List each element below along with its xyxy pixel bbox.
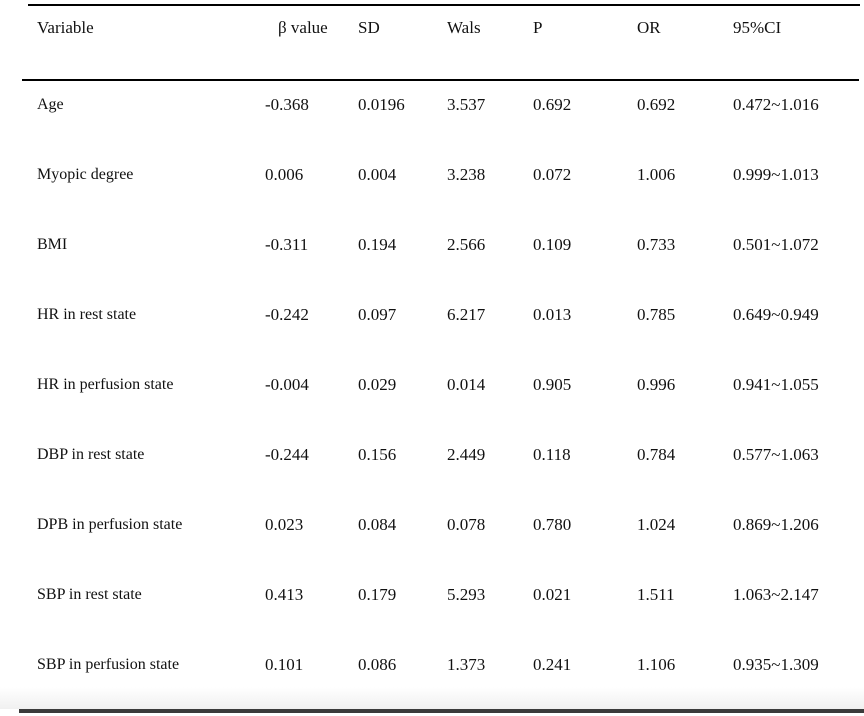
- cell-value: 1.511: [637, 585, 675, 604]
- cell-value: 0.179: [358, 585, 397, 604]
- cell-value: 0.692: [533, 95, 572, 114]
- row-label: DBP in rest state: [37, 446, 145, 463]
- table-header-rule: [22, 79, 859, 81]
- cell-value: 0.577~1.063: [733, 445, 819, 464]
- cell-value: 0.472~1.016: [733, 95, 819, 114]
- cell-value: 0.023: [265, 515, 304, 534]
- column-header-variable: Variable: [37, 18, 94, 37]
- row-label: Age: [37, 96, 64, 113]
- cell-value: 0.413: [265, 585, 304, 604]
- cell-value: 0.072: [533, 165, 572, 184]
- cell-value: 1.373: [447, 655, 486, 674]
- cell-value: 0.078: [447, 515, 486, 534]
- cell-value: 0.780: [533, 515, 572, 534]
- cell-value: 2.566: [447, 235, 486, 254]
- cell-value: -0.244: [265, 445, 309, 464]
- cell-value: 1.006: [637, 165, 676, 184]
- cell-value: 3.537: [447, 95, 486, 114]
- cell-value: -0.004: [265, 375, 309, 394]
- cell-value: 0.029: [358, 375, 397, 394]
- table-row: HR in rest state -0.242 0.097 6.217 0.013 0.7…: [37, 291, 856, 361]
- cell-value: 0.241: [533, 655, 572, 674]
- cell-value: 0.692: [637, 95, 676, 114]
- row-label: DPB in perfusion state: [37, 516, 183, 533]
- cell-value: 0.784: [637, 445, 676, 464]
- cell-value: 0.101: [265, 655, 304, 674]
- table-row: SBP in perfusion state 0.101 0.086 1.373 0.2…: [37, 641, 856, 711]
- cell-value: 0.996: [637, 375, 676, 394]
- row-label: BMI: [37, 236, 68, 253]
- cell-value: 1.024: [637, 515, 676, 534]
- column-header-or: OR: [637, 18, 661, 37]
- cell-value: 0.935~1.309: [733, 655, 819, 674]
- column-header-beta-value: β value: [278, 18, 328, 37]
- column-header-wals: Wals: [447, 18, 481, 37]
- cell-value: 0.999~1.013: [733, 165, 819, 184]
- cell-value: 3.238: [447, 165, 486, 184]
- row-label: SBP in perfusion state: [37, 656, 180, 673]
- cell-value: -0.242: [265, 305, 309, 324]
- cell-value: 2.449: [447, 445, 486, 464]
- table-row: DPB in perfusion state 0.023 0.084 0.078 0.7…: [37, 501, 856, 571]
- table-row: DBP in rest state -0.244 0.156 2.449 0.118 0.…: [37, 431, 856, 501]
- table-row: Myopic degree 0.006 0.004 3.238 0.072 1.006 0.…: [37, 151, 856, 221]
- cell-value: 5.293: [447, 585, 486, 604]
- cell-value: 1.063~2.147: [733, 585, 819, 604]
- cell-value: 0.941~1.055: [733, 375, 819, 394]
- table-row: SBP in rest state 0.413 0.179 5.293 0.021 1.5…: [37, 571, 856, 641]
- table-bottom-rule: [19, 709, 864, 713]
- row-label: HR in perfusion state: [37, 376, 174, 393]
- cell-value: 1.106: [637, 655, 676, 674]
- cell-value: 0.014: [447, 375, 486, 394]
- cell-value: 0.905: [533, 375, 572, 394]
- column-header-p: P: [533, 18, 543, 37]
- table-top-rule: [28, 4, 860, 6]
- cell-value: 6.217: [447, 305, 486, 324]
- cell-value: 0.733: [637, 235, 676, 254]
- cell-value: 0.021: [533, 585, 572, 604]
- cell-value: 0.156: [358, 445, 397, 464]
- table-body: Age -0.368 0.0196 3.537 0.692 0.692 0.472~1.01…: [37, 81, 856, 711]
- cell-value: 0.118: [533, 445, 571, 464]
- cell-value: 0.649~0.949: [733, 305, 819, 324]
- cell-value: 0.013: [533, 305, 572, 324]
- table-row: Age -0.368 0.0196 3.537 0.692 0.692 0.472~1.01…: [37, 81, 856, 151]
- cell-value: 0.109: [533, 235, 572, 254]
- column-header-sd: SD: [358, 18, 380, 37]
- cell-value: 0.785: [637, 305, 676, 324]
- table-row: BMI -0.311 0.194 2.566 0.109 0.733 0.501~1.072: [37, 221, 856, 291]
- row-label: SBP in rest state: [37, 586, 142, 603]
- table-header-row: Variable β value SD Wals P OR 95%CI: [37, 17, 856, 39]
- cell-value: 0.006: [265, 165, 304, 184]
- cell-value: 0.501~1.072: [733, 235, 819, 254]
- cell-value: 0.084: [358, 515, 397, 534]
- table-row: HR in perfusion state -0.004 0.029 0.014 0.9…: [37, 361, 856, 431]
- cell-value: -0.368: [265, 95, 309, 114]
- row-label: HR in rest state: [37, 306, 137, 323]
- cell-value: 0.097: [358, 305, 397, 324]
- cell-value: 0.194: [358, 235, 397, 254]
- row-label: Myopic degree: [37, 166, 134, 183]
- cell-value: 0.0196: [358, 95, 405, 114]
- column-header-95ci: 95%CI: [733, 18, 782, 37]
- cell-value: -0.311: [265, 235, 309, 254]
- cell-value: 0.004: [358, 165, 397, 184]
- cell-value: 0.869~1.206: [733, 515, 819, 534]
- bottom-shade: [0, 687, 864, 709]
- cell-value: 0.086: [358, 655, 397, 674]
